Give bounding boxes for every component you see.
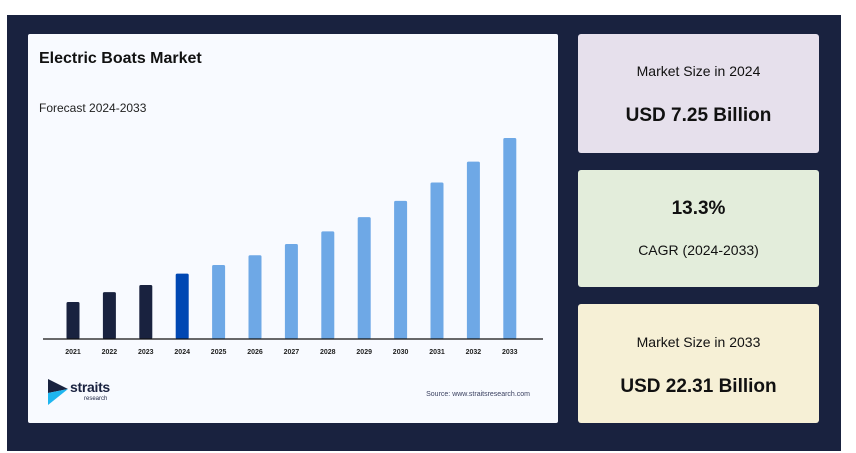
bar-2022 — [102, 292, 116, 339]
x-tick-label: 2025 — [211, 349, 227, 356]
card-market-size-2024: Market Size in 2024 USD 7.25 Billion — [578, 34, 819, 153]
x-tick-label: 2028 — [320, 349, 336, 356]
bar-2033 — [503, 138, 517, 339]
card-value: 13.3% — [671, 198, 726, 219]
bar-2025 — [212, 265, 226, 339]
x-tick-label: 2026 — [247, 349, 263, 356]
card-value: USD 7.25 Billion — [625, 105, 772, 126]
card-label: Market Size in 2024 — [636, 63, 761, 79]
source-note: Source: www.straitsresearch.com — [426, 391, 530, 398]
x-tick-label: 2033 — [502, 349, 518, 356]
logo-arrow-icon — [48, 379, 68, 405]
logo-text: straits — [70, 379, 110, 395]
chart-title: Electric Boats Market — [39, 50, 202, 67]
bar-2028 — [321, 231, 335, 339]
chart-panel: Electric Boats Market Forecast 2024-2033… — [28, 34, 558, 423]
card-market-size-2033: Market Size in 2033 USD 22.31 Billion — [578, 304, 819, 423]
card-label: CAGR (2024-2033) — [638, 242, 759, 258]
bar-2021 — [66, 302, 80, 339]
bar-2027 — [284, 244, 298, 339]
x-tick-label: 2021 — [65, 349, 81, 356]
bar-2026 — [248, 255, 262, 339]
chart-subtitle: Forecast 2024-2033 — [39, 101, 147, 115]
card-cagr: 13.3% CAGR (2024-2033) — [578, 170, 819, 287]
bar-chart: 2021 2022 2023 2024 2025 2026 2027 2028 2029 2030… — [43, 138, 543, 356]
bar-2029 — [357, 217, 371, 339]
x-tick-label: 2031 — [429, 349, 445, 356]
card-label: Market Size in 2033 — [636, 334, 761, 350]
bar-2032 — [466, 161, 480, 339]
card-value: USD 22.31 Billion — [620, 376, 777, 397]
bar-2031 — [430, 182, 444, 339]
x-tick-label: 2022 — [102, 349, 118, 356]
x-tick-label: 2029 — [356, 349, 372, 356]
x-tick-label: 2032 — [466, 349, 482, 356]
x-tick-label: 2030 — [393, 349, 409, 356]
bar-2023 — [139, 284, 153, 339]
bar-2030 — [394, 200, 408, 339]
bar-2024 — [175, 273, 189, 339]
x-tick-label: 2023 — [138, 349, 154, 356]
x-tick-label: 2027 — [284, 349, 300, 356]
logo-subtext: research — [84, 396, 108, 402]
straits-logo: straits research — [48, 379, 128, 407]
x-tick-label: 2024 — [174, 349, 190, 356]
